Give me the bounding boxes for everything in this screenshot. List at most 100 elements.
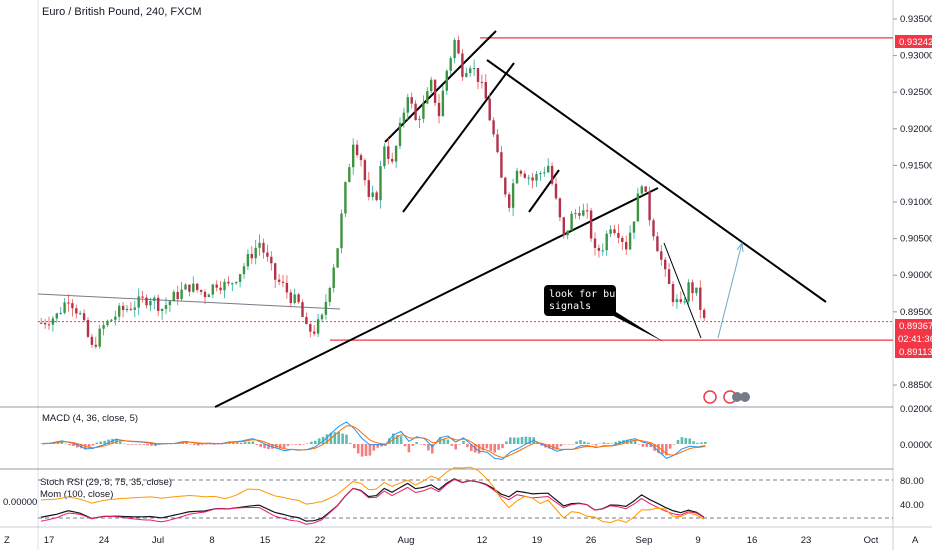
candle [102,325,105,329]
trendline-resistance-falling[interactable] [486,59,827,303]
candle [164,305,168,309]
candle [133,307,136,310]
candle [67,302,70,304]
candle [246,254,250,267]
chart-title: Euro / British Pound, 240, FXCM [42,6,202,18]
candle [547,165,550,173]
candle [82,313,86,321]
candle [394,145,398,162]
auto-scale-button[interactable]: A [912,535,919,546]
time-tick-5: 22 [315,535,326,546]
candle [235,281,238,284]
candle [433,79,437,103]
candle [305,316,308,325]
candle [266,252,269,257]
candle [554,183,558,199]
time-tick-10: Sep [636,535,653,546]
candle [667,269,671,285]
candle [636,193,640,222]
macd-plot[interactable] [41,421,707,460]
candle [437,102,441,117]
candle [231,283,234,285]
price-axis[interactable]: 0.93500 0.93000 0.92500 0.92000 0.91500 0.910… [893,14,932,391]
candle [207,294,211,298]
candle [172,291,175,302]
candle [250,254,253,259]
candle [621,237,624,242]
stoch-rsi-plot[interactable] [40,466,705,525]
candle [188,284,191,292]
price-tick-4: 0.91500 [900,160,932,171]
candle [492,120,495,135]
macd-tick-top: 0.02000 [900,404,932,415]
channel-lower[interactable] [402,62,515,213]
candle [379,166,382,201]
candle [375,192,378,201]
event-icons[interactable] [703,390,750,404]
candle [558,198,562,218]
dividend-event-icon-2[interactable] [740,392,750,402]
economic-event-icon[interactable] [703,390,717,404]
candle [301,302,304,317]
candle [402,112,406,123]
thin-grey-trendline[interactable] [37,293,341,310]
candle [597,247,601,251]
candle [125,308,129,311]
candle [472,67,476,69]
candle [578,213,581,216]
candle [160,308,164,312]
candle [500,152,503,178]
dividend-event-icon[interactable] [732,392,742,402]
candle [141,296,144,298]
candle [47,324,51,326]
candle [398,122,402,146]
price-tick-7: 0.90000 [900,270,932,281]
candle [324,301,328,315]
candle [508,194,511,208]
candle [153,297,156,301]
signal-line [42,425,706,459]
candle [219,287,222,291]
time-tick-9: 26 [586,535,597,546]
candle [352,144,355,168]
projection-arrow-head [736,241,744,253]
candle [359,155,363,161]
candle [94,344,97,347]
short-down-trendline[interactable] [663,242,702,339]
price-tick-2: 0.92500 [900,87,932,98]
price-tick-9: 0.88500 [900,380,932,391]
candle [562,217,565,236]
candle [519,170,523,174]
short-trendline[interactable] [528,169,560,213]
price-labels: 0.93242 0.89367 02:41:36 0.89113 [895,35,932,358]
price-tick-6: 0.90500 [900,234,932,245]
projection-arrow[interactable] [717,242,743,339]
note-callout[interactable]: look for buy signals [544,285,664,342]
candle [601,250,604,252]
note-box[interactable] [544,285,616,316]
stoch-rsi-title: Stoch RSI (29, 8, 75, 35, close) [40,477,172,488]
candle [137,296,140,308]
candles[interactable] [40,35,706,349]
candle [539,173,542,175]
candle [461,53,464,77]
candle [511,183,515,208]
candle [480,81,484,83]
candle [203,291,207,298]
candle [406,97,409,113]
candle [63,302,66,313]
candle [328,288,331,302]
candle [285,282,289,293]
trendline-support-rising[interactable] [214,187,659,408]
candle [675,299,679,303]
candle [145,297,148,306]
zoom-toggle-button[interactable]: Z [4,535,10,546]
candle [531,177,534,181]
note-pointer [606,312,664,342]
time-axis[interactable]: 17 24 Jul 8 15 22 Aug 12 19 26 Sep 9 16 23 Oct [44,535,879,546]
candle [86,320,90,337]
support-level-label: 0.89113 [899,347,932,358]
candle [453,40,456,59]
candle [582,210,585,216]
